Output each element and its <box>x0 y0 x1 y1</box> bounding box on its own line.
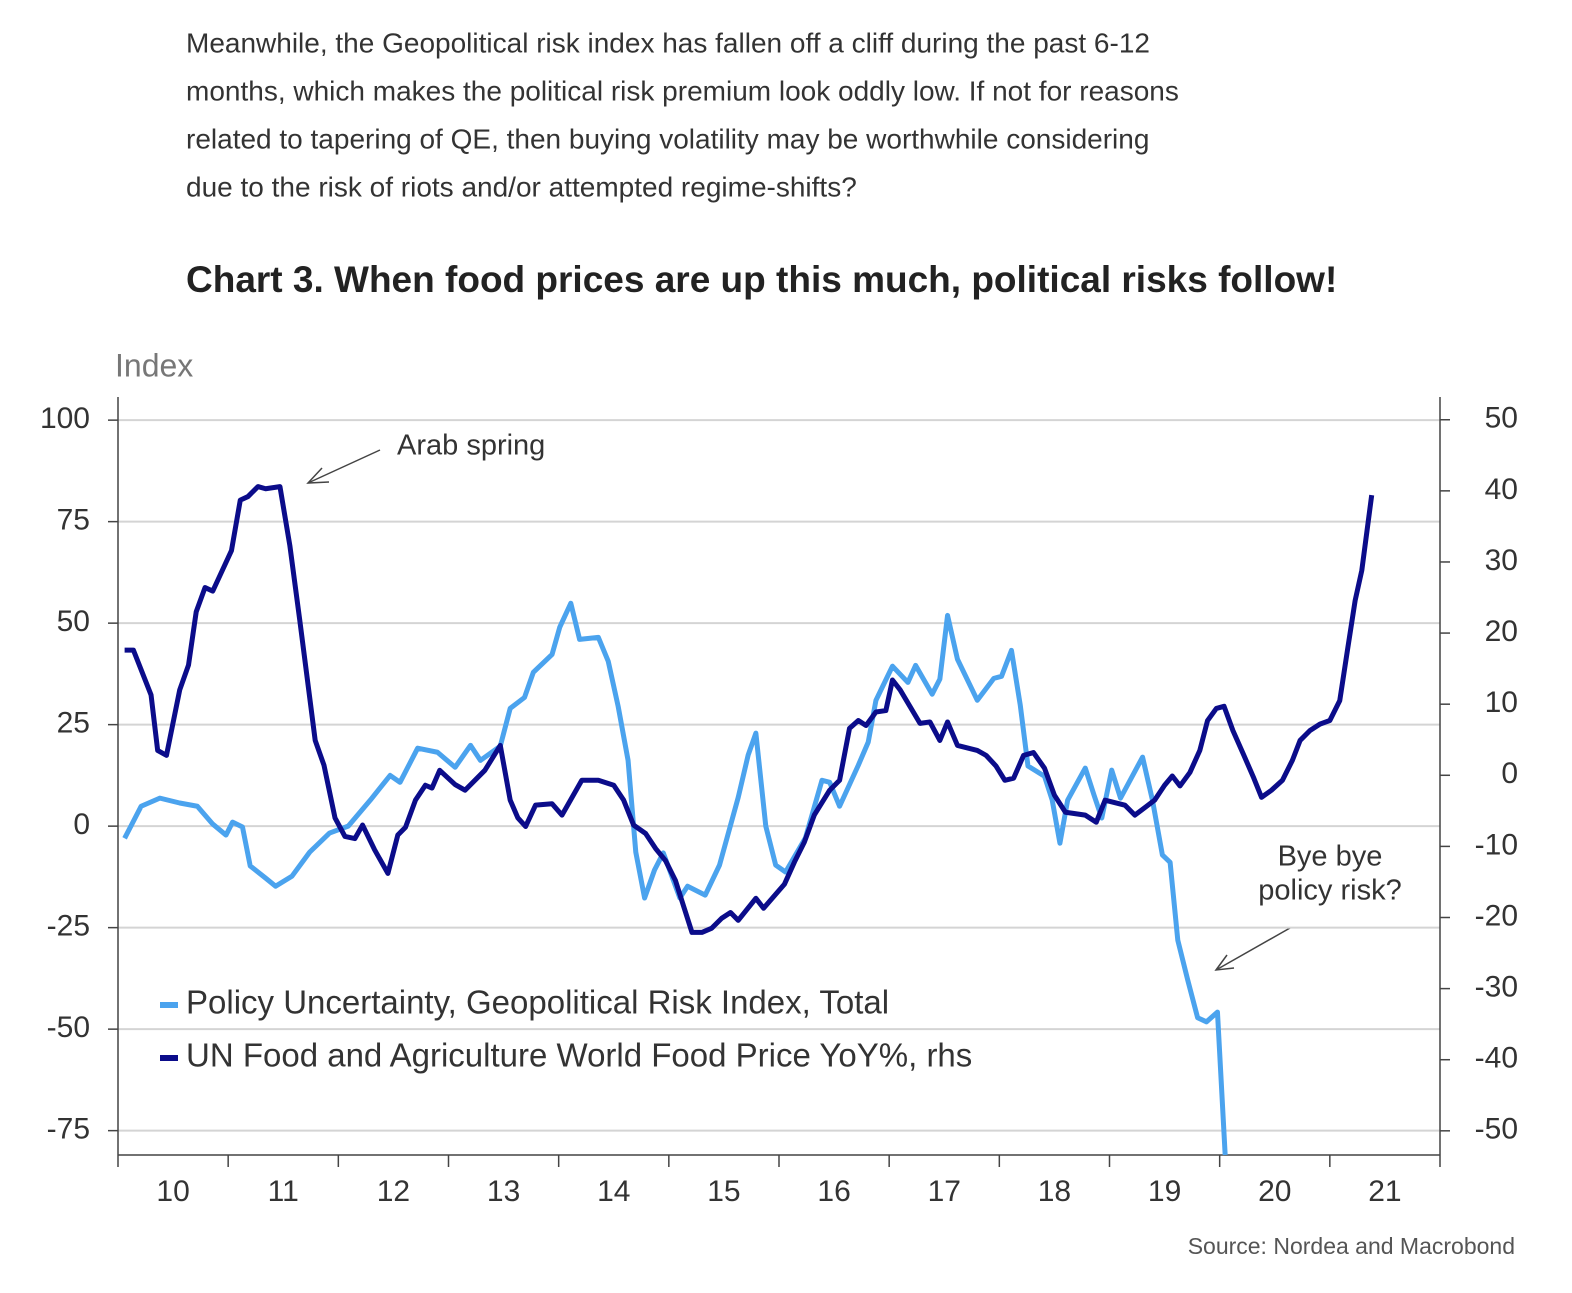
y-tick-label: -50 <box>47 1011 90 1044</box>
x-tick-label: 11 <box>268 1175 299 1208</box>
y2-tick-label: 30 <box>1485 544 1518 577</box>
y2-tick-label: -40 <box>1475 1042 1518 1075</box>
y-axis-label: Index <box>115 347 193 383</box>
paragraph-line: months, which makes the political risk p… <box>186 75 1179 106</box>
y-tick-label: 75 <box>57 504 90 537</box>
y2-tick-label: -20 <box>1475 899 1518 932</box>
paragraph-line: related to tapering of QE, then buying v… <box>186 123 1149 154</box>
legend-label: Policy Uncertainty, Geopolitical Risk In… <box>186 984 889 1021</box>
x-tick-label: 16 <box>817 1175 850 1208</box>
y2-tick-label: 10 <box>1485 686 1518 719</box>
y-tick-label: 25 <box>57 707 90 740</box>
y2-tick-label: -50 <box>1475 1113 1518 1146</box>
y2-tick-label: 50 <box>1485 402 1518 435</box>
annotation: policy risk? <box>1258 875 1401 907</box>
y2-tick-label: 40 <box>1485 473 1518 506</box>
paragraph-line: due to the risk of riots and/or attempte… <box>186 171 857 202</box>
x-tick-label: 14 <box>597 1175 630 1208</box>
y-tick-label: 0 <box>73 808 90 841</box>
y2-tick-label: 0 <box>1501 757 1518 790</box>
annotation-arrows <box>306 449 1291 971</box>
y-tick-label: -75 <box>47 1113 90 1146</box>
y-tick-label: 100 <box>40 402 90 435</box>
y2-tick-label: 20 <box>1485 615 1518 648</box>
series-line <box>124 484 1375 935</box>
heading: Chart 3. When food prices are up this mu… <box>186 259 1337 300</box>
x-tick-label: 15 <box>707 1175 740 1208</box>
x-tick-label: 18 <box>1038 1175 1071 1208</box>
x-tick-label: 17 <box>928 1175 961 1208</box>
y-tick-label: -25 <box>47 910 90 943</box>
legend-label: UN Food and Agriculture World Food Price… <box>186 1037 972 1074</box>
y2-tick-label: -10 <box>1475 828 1518 861</box>
x-tick-label: 10 <box>156 1175 189 1208</box>
x-tick-label: 12 <box>377 1175 410 1208</box>
annotation: Bye bye <box>1278 841 1383 873</box>
annotation: Arab spring <box>397 430 545 462</box>
y2-tick-label: -30 <box>1475 971 1518 1004</box>
x-tick-label: 13 <box>487 1175 520 1208</box>
paragraph-line: Meanwhile, the Geopolitical risk index h… <box>186 27 1150 58</box>
x-tick-label: 19 <box>1148 1175 1181 1208</box>
y-tick-label: 50 <box>57 605 90 638</box>
source: Source: Nordea and Macrobond <box>1188 1233 1515 1259</box>
x-tick-label: 21 <box>1368 1175 1401 1208</box>
x-tick-label: 20 <box>1258 1175 1291 1208</box>
